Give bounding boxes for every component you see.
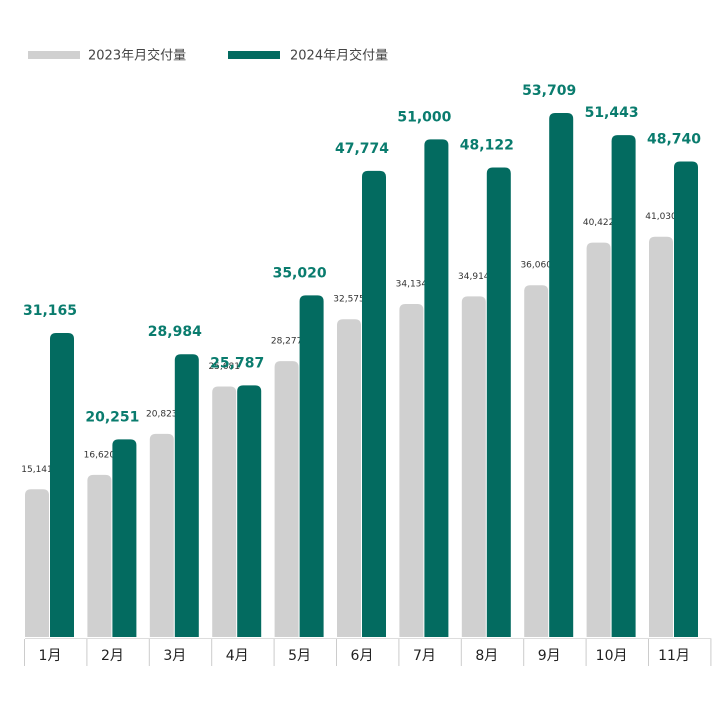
value-label: 40,422 (583, 218, 615, 228)
value-label: 28,277 (271, 337, 303, 347)
legend-swatch (28, 51, 80, 59)
x-tick-label: 9月 (538, 648, 561, 664)
bar (362, 170, 386, 638)
bar (87, 474, 112, 637)
bar (649, 236, 673, 637)
value-label: 32,575 (333, 295, 365, 305)
bar (549, 113, 574, 637)
value-label: 48,122 (460, 138, 514, 154)
value-label: 41,030 (645, 212, 677, 222)
bar (174, 354, 199, 637)
x-tick-label: 5月 (288, 648, 311, 664)
value-label: 35,020 (273, 265, 327, 281)
x-tick-label: 10月 (596, 648, 628, 664)
x-tick-label: 4月 (226, 648, 249, 664)
bar (25, 489, 49, 637)
value-label: 28,984 (148, 324, 202, 340)
bar (674, 161, 698, 638)
value-label: 48,740 (647, 131, 701, 147)
x-tick-label: 3月 (163, 648, 186, 664)
bar (586, 242, 611, 637)
value-label: 34,134 (396, 279, 428, 289)
value-label: 31,165 (23, 303, 77, 319)
bar (149, 433, 174, 637)
bar (50, 332, 74, 637)
legend-label: 2024年月交付量 (290, 48, 388, 64)
value-label: 47,774 (335, 141, 389, 157)
x-tick-label: 11月 (658, 648, 690, 664)
legend-label: 2023年月交付量 (88, 48, 186, 64)
bar (112, 439, 137, 637)
value-label: 36,060 (520, 261, 552, 271)
x-tick-label: 2月 (101, 648, 124, 664)
x-tick-label: 6月 (351, 648, 374, 664)
bar (461, 296, 486, 637)
bar (424, 139, 449, 638)
x-tick-label: 1月 (39, 648, 62, 664)
bar (611, 135, 636, 637)
x-tick-label: 8月 (475, 648, 498, 664)
bar (212, 386, 237, 637)
bar (486, 167, 511, 637)
bar (237, 385, 262, 637)
value-label: 34,914 (458, 272, 490, 282)
legend-swatch (228, 51, 280, 59)
value-label: 25,787 (210, 355, 264, 371)
value-label: 53,709 (522, 83, 576, 99)
value-label: 51,000 (397, 109, 451, 125)
bar (399, 303, 424, 637)
bar (299, 295, 324, 637)
bar (274, 361, 299, 637)
value-label: 20,251 (85, 409, 139, 425)
value-label: 16,620 (84, 450, 116, 460)
value-label: 20,823 (146, 409, 178, 419)
x-tick-label: 7月 (413, 648, 436, 664)
bar (337, 319, 361, 637)
value-label: 25,681 (208, 362, 240, 372)
value-label: 51,443 (585, 105, 639, 121)
value-label: 15,141 (21, 465, 53, 475)
bar (524, 285, 549, 637)
